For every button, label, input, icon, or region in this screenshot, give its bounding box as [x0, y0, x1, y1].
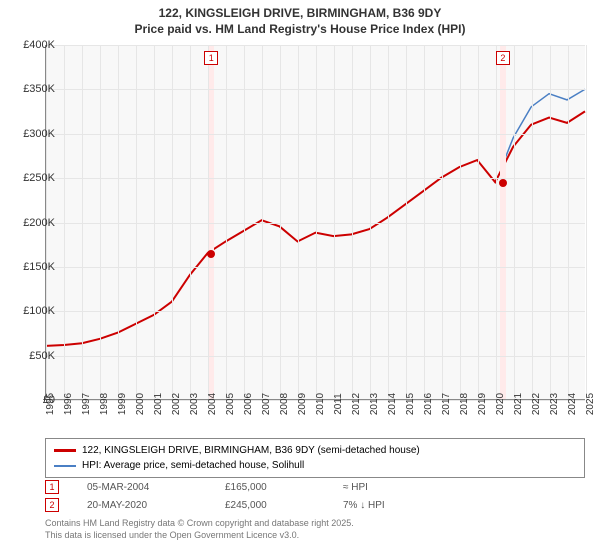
x-axis-label: 2009 — [297, 393, 308, 415]
gridline-v — [154, 45, 155, 399]
gridline-v — [496, 45, 497, 399]
footer-line2: This data is licensed under the Open Gov… — [45, 530, 354, 542]
sale-badge: 1 — [45, 480, 59, 494]
legend-item: HPI: Average price, semi-detached house,… — [54, 458, 576, 473]
gridline-v — [550, 45, 551, 399]
x-axis-label: 2021 — [513, 393, 524, 415]
gridline-v — [244, 45, 245, 399]
gridline-v — [460, 45, 461, 399]
x-axis-label: 2002 — [171, 393, 182, 415]
y-axis-label: £400K — [23, 39, 55, 51]
gridline-v — [370, 45, 371, 399]
x-axis-label: 2007 — [261, 393, 272, 415]
gridline-v — [424, 45, 425, 399]
chart-title-block: 122, KINGSLEIGH DRIVE, BIRMINGHAM, B36 9… — [0, 0, 600, 39]
gridline-v — [190, 45, 191, 399]
x-axis-label: 1998 — [99, 393, 110, 415]
legend-label: 122, KINGSLEIGH DRIVE, BIRMINGHAM, B36 9… — [82, 443, 420, 458]
x-axis-label: 2005 — [225, 393, 236, 415]
x-axis-label: 1999 — [117, 393, 128, 415]
x-axis-label: 2022 — [531, 393, 542, 415]
sale-price: £165,000 — [225, 482, 315, 493]
gridline-v — [100, 45, 101, 399]
gridline-v — [586, 45, 587, 399]
gridline-v — [442, 45, 443, 399]
x-axis-label: 1996 — [63, 393, 74, 415]
gridline-v — [532, 45, 533, 399]
y-axis-label: £50K — [29, 350, 55, 362]
gridline-v — [226, 45, 227, 399]
x-axis-label: 2015 — [405, 393, 416, 415]
sale-marker-dot — [499, 179, 507, 187]
x-axis-label: 1995 — [45, 393, 56, 415]
legend: 122, KINGSLEIGH DRIVE, BIRMINGHAM, B36 9… — [45, 438, 585, 478]
gridline-v — [334, 45, 335, 399]
x-axis-label: 2011 — [333, 393, 344, 415]
sale-row: 2 20-MAY-2020 £245,000 7% ↓ HPI — [45, 496, 433, 514]
x-axis-label: 2000 — [135, 393, 146, 415]
x-axis-label: 2019 — [477, 393, 488, 415]
x-axis-label: 2017 — [441, 393, 452, 415]
sales-table: 1 05-MAR-2004 £165,000 ≈ HPI 2 20-MAY-20… — [45, 478, 433, 514]
legend-item: 122, KINGSLEIGH DRIVE, BIRMINGHAM, B36 9… — [54, 443, 576, 458]
x-axis-label: 2010 — [315, 393, 326, 415]
x-axis-label: 1997 — [81, 393, 92, 415]
sale-marker-dot — [207, 250, 215, 258]
sale-date: 05-MAR-2004 — [87, 482, 197, 493]
x-axis-label: 2014 — [387, 393, 398, 415]
chart-area: 12 — [45, 45, 585, 400]
x-axis-label: 2025 — [585, 393, 596, 415]
x-axis-label: 2003 — [189, 393, 200, 415]
sale-row: 1 05-MAR-2004 £165,000 ≈ HPI — [45, 478, 433, 496]
y-axis-label: £200K — [23, 217, 55, 229]
x-axis-label: 2013 — [369, 393, 380, 415]
sale-price: £245,000 — [225, 500, 315, 511]
y-axis-label: £350K — [23, 83, 55, 95]
sale-date: 20-MAY-2020 — [87, 500, 197, 511]
gridline-v — [262, 45, 263, 399]
x-axis-label: 2001 — [153, 393, 164, 415]
y-axis-label: £100K — [23, 305, 55, 317]
x-axis-label: 2006 — [243, 393, 254, 415]
gridline-v — [172, 45, 173, 399]
gridline-v — [514, 45, 515, 399]
x-axis-label: 2023 — [549, 393, 560, 415]
gridline-v — [136, 45, 137, 399]
gridline-v — [82, 45, 83, 399]
gridline-v — [118, 45, 119, 399]
x-axis-label: 2016 — [423, 393, 434, 415]
x-axis-label: 2012 — [351, 393, 362, 415]
gridline-v — [280, 45, 281, 399]
legend-label: HPI: Average price, semi-detached house,… — [82, 458, 304, 473]
legend-swatch — [54, 465, 76, 467]
legend-swatch — [54, 449, 76, 452]
x-axis-label: 2008 — [279, 393, 290, 415]
x-axis-label: 2020 — [495, 393, 506, 415]
gridline-v — [352, 45, 353, 399]
x-axis-label: 2004 — [207, 393, 218, 415]
title-line2: Price paid vs. HM Land Registry's House … — [0, 22, 600, 38]
x-axis-label: 2024 — [567, 393, 578, 415]
sale-hpi: 7% ↓ HPI — [343, 500, 433, 511]
gridline-v — [208, 45, 209, 399]
sale-badge: 2 — [45, 498, 59, 512]
footer: Contains HM Land Registry data © Crown c… — [45, 518, 354, 541]
gridline-v — [406, 45, 407, 399]
y-axis-label: £300K — [23, 128, 55, 140]
sale-marker-badge: 2 — [496, 51, 510, 65]
gridline-v — [568, 45, 569, 399]
footer-line1: Contains HM Land Registry data © Crown c… — [45, 518, 354, 530]
title-line1: 122, KINGSLEIGH DRIVE, BIRMINGHAM, B36 9… — [0, 6, 600, 22]
gridline-v — [64, 45, 65, 399]
gridline-v — [478, 45, 479, 399]
gridline-v — [316, 45, 317, 399]
y-axis-label: £250K — [23, 172, 55, 184]
x-axis-label: 2018 — [459, 393, 470, 415]
gridline-v — [298, 45, 299, 399]
sale-marker-badge: 1 — [204, 51, 218, 65]
y-axis-label: £150K — [23, 261, 55, 273]
sale-hpi: ≈ HPI — [343, 482, 433, 493]
gridline-v — [388, 45, 389, 399]
